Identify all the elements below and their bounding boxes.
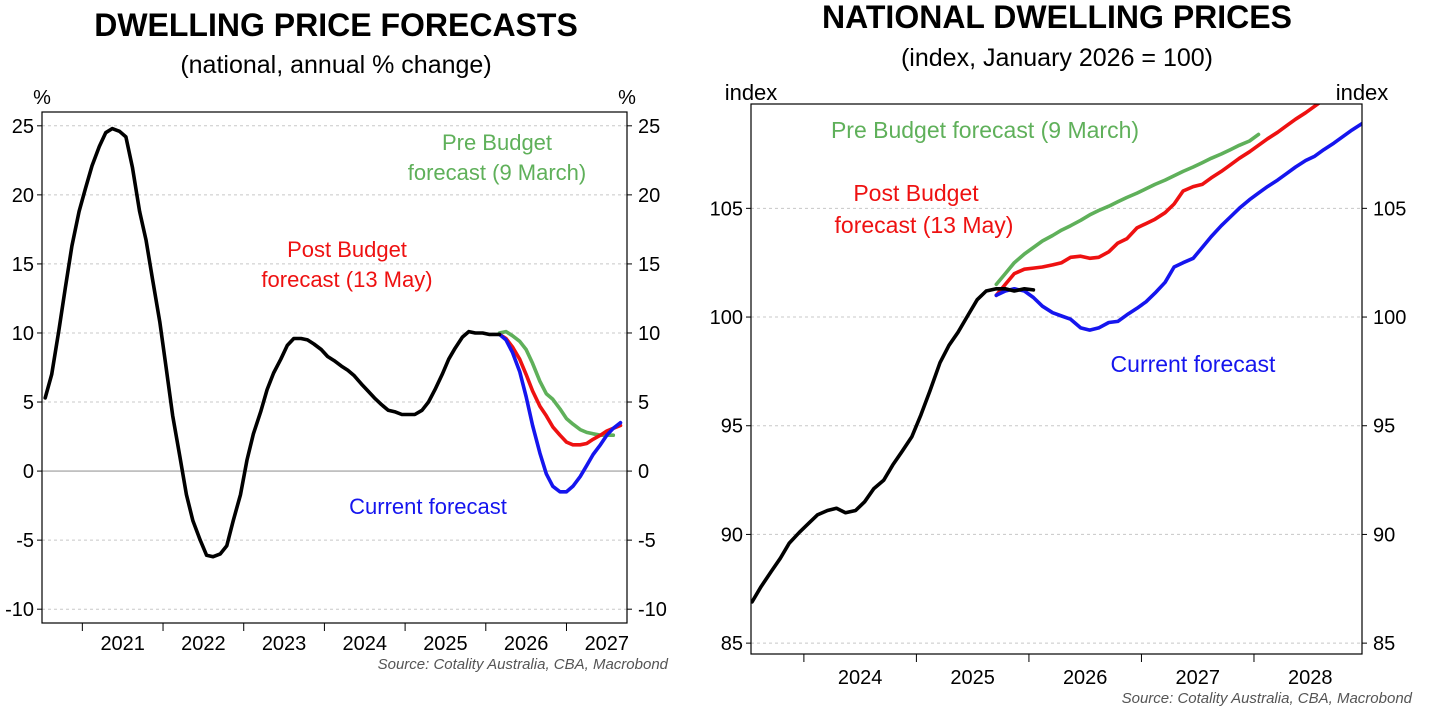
y-tick-label-right: -10 bbox=[638, 599, 667, 621]
y-tick-label-left: 20 bbox=[12, 185, 34, 207]
series-line-pre_budget bbox=[497, 329, 616, 437]
y-tick-label-left: 10 bbox=[12, 323, 34, 345]
x-tick-label: 2024 bbox=[343, 633, 388, 655]
y-tick-label-left: 90 bbox=[721, 524, 743, 546]
x-tick-marks bbox=[803, 654, 1255, 662]
source-note: Source: Cotality Australia, CBA, Macrobo… bbox=[1122, 690, 1413, 707]
y-tick-label-right: 25 bbox=[638, 116, 660, 138]
y-tick-label-right: 15 bbox=[638, 254, 660, 276]
series-lines bbox=[43, 126, 623, 559]
chart-subtitle: (national, annual % change) bbox=[180, 51, 491, 79]
y-tick-label-left: 25 bbox=[12, 116, 34, 138]
chart-subtitle: (index, January 2026 = 100) bbox=[901, 44, 1213, 72]
y-tick-label-left: 85 bbox=[721, 633, 743, 655]
series-line-black bbox=[751, 287, 1036, 604]
chart-title: NATIONAL DWELLING PRICES bbox=[822, 0, 1292, 35]
series-line-post_budget bbox=[497, 332, 623, 447]
series-lines bbox=[751, 104, 1362, 604]
left-y-tick-labels: -10 -5 0 5 10 15 20 25 bbox=[5, 116, 34, 621]
y-tick-label-right: 95 bbox=[1373, 416, 1395, 438]
left-axis-unit: index bbox=[725, 80, 778, 105]
right-y-tick-labels: -10 -5 0 5 10 15 20 25 bbox=[638, 116, 667, 621]
left-axis-unit: % bbox=[33, 87, 51, 109]
plot-frame bbox=[41, 111, 628, 624]
source-note: Source: Cotality Australia, CBA, Macrobo… bbox=[378, 656, 669, 673]
x-tick-label: 2027 bbox=[1175, 667, 1220, 689]
right-axis-unit: % bbox=[618, 87, 636, 109]
x-tick-label: 2024 bbox=[838, 667, 883, 689]
x-tick-label: 2022 bbox=[181, 633, 226, 655]
chart-title: DWELLING PRICE FORECASTS bbox=[94, 7, 578, 43]
x-tick-label: 2023 bbox=[262, 633, 307, 655]
gridlines bbox=[746, 207, 1367, 644]
y-tick-label-right: 5 bbox=[638, 392, 649, 414]
y-tick-label-left: 15 bbox=[12, 254, 34, 276]
annotation-post-budget-line1: Post Budget bbox=[853, 180, 979, 206]
y-tick-label-left: -10 bbox=[5, 599, 34, 621]
annotation-post-budget-line1: Post Budget bbox=[287, 237, 407, 262]
y-tick-label-left: 105 bbox=[710, 198, 743, 220]
right-y-tick-labels: 85 90 95 100 105 bbox=[1373, 198, 1406, 655]
right-axis-unit: index bbox=[1336, 80, 1389, 105]
annotation-post-budget-line2: forecast (13 May) bbox=[835, 212, 1014, 238]
x-tick-labels: 2024 2025 2026 2027 2028 bbox=[838, 667, 1333, 689]
annotation-pre-budget: Pre Budget forecast (9 March) bbox=[831, 117, 1139, 143]
chart-annual-change: DWELLING PRICE FORECASTS (national, annu… bbox=[5, 7, 669, 673]
annotation-post-budget-line2: forecast (13 May) bbox=[261, 267, 432, 292]
x-tick-labels: 2021 2022 2023 2024 2025 2026 2027 bbox=[100, 633, 629, 655]
annotation-pre-budget-line2: forecast (9 March) bbox=[408, 160, 587, 185]
x-tick-label: 2021 bbox=[100, 633, 145, 655]
x-tick-marks bbox=[81, 623, 567, 631]
series-line-current bbox=[497, 332, 623, 494]
y-tick-label-left: 95 bbox=[721, 416, 743, 438]
y-tick-label-left: 5 bbox=[23, 392, 34, 414]
y-tick-label-right: 0 bbox=[638, 461, 649, 483]
x-tick-label: 2027 bbox=[585, 633, 630, 655]
annotation-pre-budget-line1: Pre Budget bbox=[442, 130, 552, 155]
y-tick-label-right: 85 bbox=[1373, 633, 1395, 655]
y-tick-label-right: -5 bbox=[638, 530, 656, 552]
y-tick-label-right: 20 bbox=[638, 185, 660, 207]
annotation-current-forecast: Current forecast bbox=[349, 494, 507, 519]
x-tick-label: 2025 bbox=[423, 633, 468, 655]
series-line-post_budget bbox=[994, 104, 1321, 298]
y-tick-label-left: 0 bbox=[23, 461, 34, 483]
y-tick-label-left: -5 bbox=[16, 530, 34, 552]
x-tick-label: 2025 bbox=[950, 667, 995, 689]
series-line-pre_budget bbox=[994, 132, 1261, 287]
gridlines bbox=[37, 125, 632, 610]
plot-frame bbox=[750, 103, 1363, 655]
x-tick-label: 2028 bbox=[1288, 667, 1333, 689]
series-line-black bbox=[43, 126, 502, 559]
y-tick-label-right: 10 bbox=[638, 323, 660, 345]
chart-dwelling-index: NATIONAL DWELLING PRICES (index, January… bbox=[710, 0, 1413, 707]
series-line-current bbox=[994, 121, 1362, 332]
y-tick-label-right: 105 bbox=[1373, 198, 1406, 220]
y-tick-label-right: 90 bbox=[1373, 524, 1395, 546]
y-tick-label-right: 100 bbox=[1373, 307, 1406, 329]
y-tick-label-left: 100 bbox=[710, 307, 743, 329]
x-tick-label: 2026 bbox=[1063, 667, 1108, 689]
annotation-current-forecast: Current forecast bbox=[1111, 351, 1277, 377]
left-y-tick-labels: 85 90 95 100 105 bbox=[710, 198, 743, 655]
x-tick-label: 2026 bbox=[504, 633, 549, 655]
